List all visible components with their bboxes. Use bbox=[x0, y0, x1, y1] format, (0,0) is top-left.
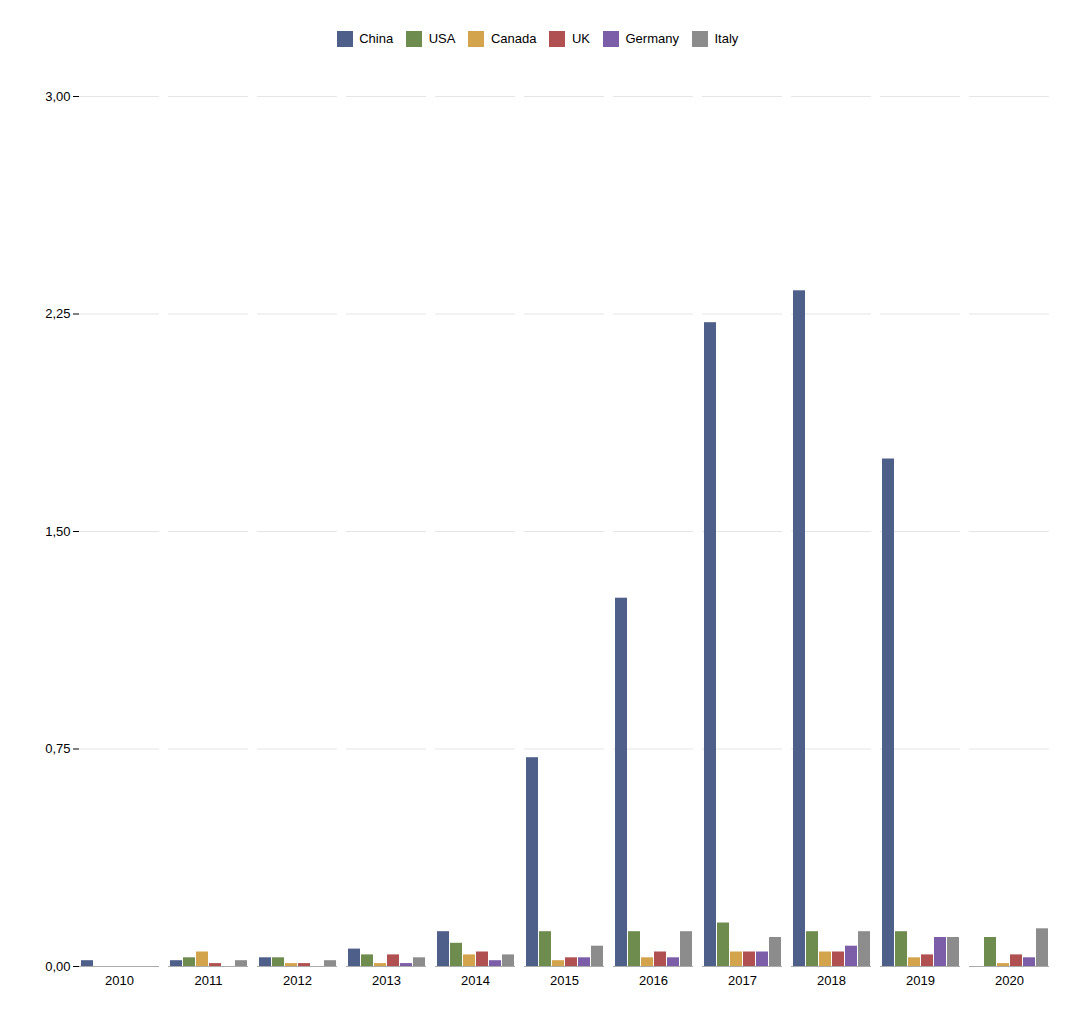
svg-text:0,75: 0,75 bbox=[45, 741, 70, 756]
svg-text:0,00: 0,00 bbox=[45, 958, 70, 973]
svg-text:2012: 2012 bbox=[283, 972, 312, 987]
svg-text:2018: 2018 bbox=[817, 972, 846, 987]
html-text:UK: UK bbox=[571, 31, 590, 46]
html-text:Italy: Italy bbox=[714, 31, 739, 46]
svg-text:2016: 2016 bbox=[639, 972, 668, 987]
svg-text:2013: 2013 bbox=[372, 972, 401, 987]
svg-text:1,50: 1,50 bbox=[45, 523, 70, 538]
svg-text:2017: 2017 bbox=[728, 972, 757, 987]
svg-text:2,25: 2,25 bbox=[45, 306, 70, 321]
svg-text:2014: 2014 bbox=[461, 972, 490, 987]
svg-text:3,00: 3,00 bbox=[45, 88, 70, 103]
svg-text:2010: 2010 bbox=[105, 972, 134, 987]
html-text:Canada: Canada bbox=[490, 31, 537, 46]
svg-text:2011: 2011 bbox=[195, 972, 223, 987]
svg-text:2015: 2015 bbox=[550, 972, 579, 987]
svg-text:2019: 2019 bbox=[906, 972, 935, 987]
svg-text:2020: 2020 bbox=[995, 972, 1024, 987]
html-text:China: China bbox=[359, 31, 394, 46]
html-text:Germany: Germany bbox=[625, 31, 679, 46]
html-text:USA: USA bbox=[428, 31, 456, 46]
